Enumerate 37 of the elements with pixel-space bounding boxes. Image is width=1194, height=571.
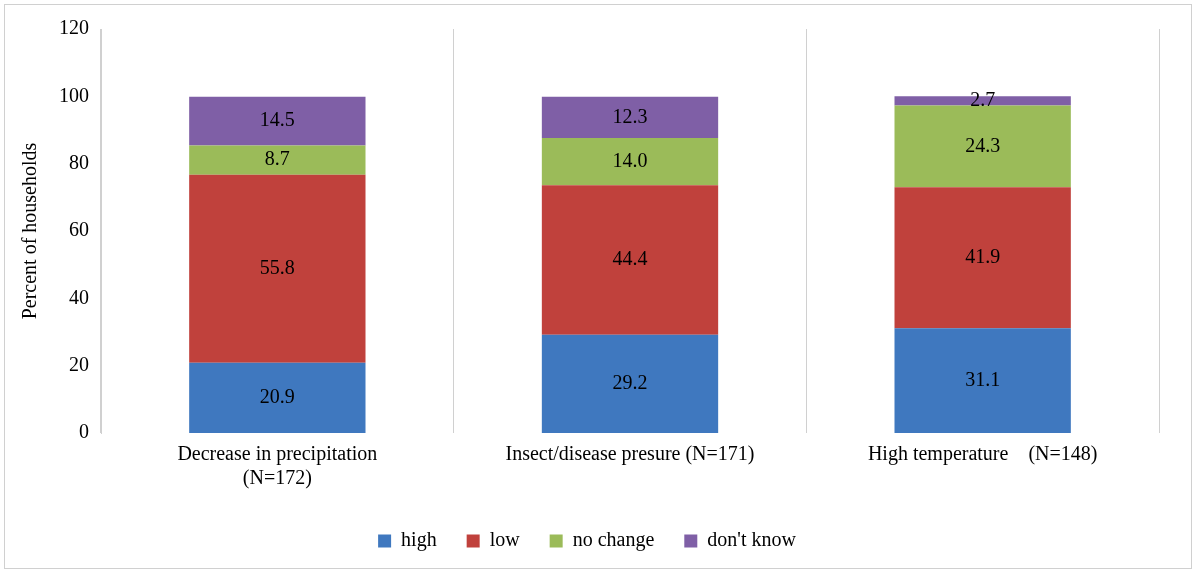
bar xyxy=(541,96,719,139)
bar xyxy=(894,105,1071,188)
bar xyxy=(541,138,719,186)
data-label: 24.3 xyxy=(965,133,1001,156)
bar xyxy=(189,96,366,146)
data-label: 29.2 xyxy=(612,371,648,394)
bar xyxy=(894,328,1071,433)
data-label: 31.1 xyxy=(965,367,1001,390)
data-label: 44.4 xyxy=(612,247,648,270)
bar xyxy=(894,187,1071,329)
bar xyxy=(189,174,366,363)
y-tick-label: 60 xyxy=(69,218,89,241)
bar xyxy=(541,185,719,335)
data-label: 55.8 xyxy=(259,255,295,278)
data-label: 41.9 xyxy=(965,245,1001,268)
data-label: 12.3 xyxy=(612,104,648,127)
x-tick-label: Decrease in precipitation (N=172) xyxy=(177,442,378,490)
y-tick-label: 80 xyxy=(69,150,89,173)
data-label: 14.5 xyxy=(259,108,295,131)
legend-label: low xyxy=(489,528,521,551)
bar xyxy=(189,145,366,175)
legend-label: don't know xyxy=(707,528,797,551)
x-tick-label: High temperature (N=148) xyxy=(867,442,1098,466)
y-tick-label: 20 xyxy=(69,352,89,375)
y-tick-label: 100 xyxy=(59,83,89,106)
y-tick-label: 0 xyxy=(79,420,89,443)
bar xyxy=(541,334,719,433)
y-tick-label: 40 xyxy=(69,285,89,308)
bar xyxy=(189,362,366,433)
y-tick-label: 120 xyxy=(59,16,89,39)
data-label: 14.0 xyxy=(612,148,648,171)
data-label: 8.7 xyxy=(264,147,290,170)
legend-label: no change xyxy=(572,528,655,552)
x-tick-label: Insect/disease presure (N=171) xyxy=(505,442,755,466)
legend-label: high xyxy=(401,528,437,552)
data-label: 20.9 xyxy=(259,385,295,408)
y-axis-title: Percent of households xyxy=(18,142,41,320)
